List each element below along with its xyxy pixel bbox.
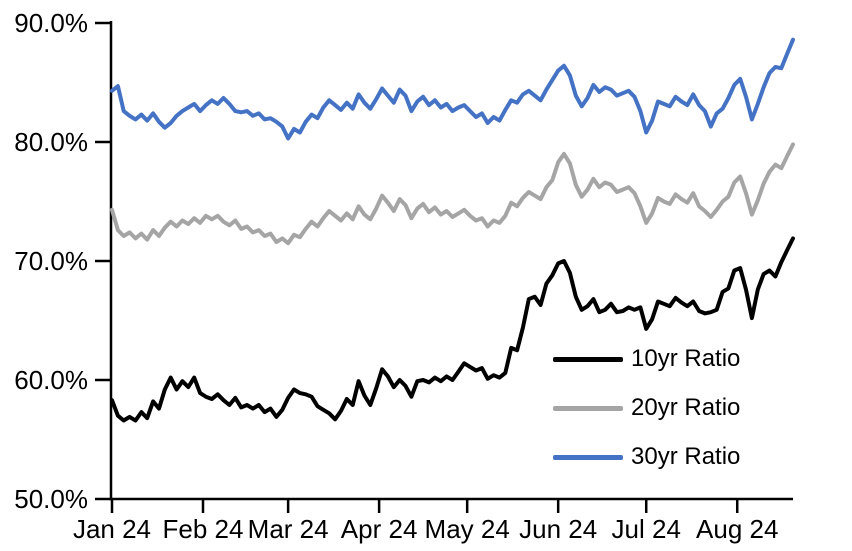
legend-label-30yr: 30yr Ratio bbox=[631, 443, 741, 470]
legend-item-10yr: 10yr Ratio bbox=[553, 338, 740, 380]
x-tick-label: Jul 24 bbox=[612, 514, 681, 544]
x-tick-label: Apr 24 bbox=[341, 514, 418, 544]
x-tick-label: Jun 24 bbox=[519, 514, 597, 544]
legend-line-10yr bbox=[553, 356, 623, 362]
legend-item-30yr: 30yr Ratio bbox=[553, 436, 740, 478]
y-tick-label: 50.0% bbox=[14, 484, 88, 514]
legend-line-30yr bbox=[553, 454, 623, 460]
x-tick-label: May 24 bbox=[425, 514, 510, 544]
y-tick-label: 70.0% bbox=[14, 246, 88, 276]
x-tick-label: Mar 24 bbox=[248, 514, 329, 544]
x-tick-label: Aug 24 bbox=[696, 514, 778, 544]
y-tick-label: 60.0% bbox=[14, 365, 88, 395]
legend-label-10yr: 10yr Ratio bbox=[631, 345, 741, 372]
y-tick-label: 80.0% bbox=[14, 127, 88, 157]
series-line-30yr-ratio bbox=[110, 37, 795, 141]
legend-line-20yr bbox=[553, 405, 623, 411]
legend-label-20yr: 20yr Ratio bbox=[631, 394, 741, 421]
legend: 10yr Ratio 20yr Ratio 30yr Ratio bbox=[553, 338, 740, 478]
series-line-10yr-ratio bbox=[110, 236, 795, 423]
y-tick-label: 90.0% bbox=[14, 8, 88, 38]
x-tick-label: Jan 24 bbox=[73, 514, 151, 544]
series-line-20yr-ratio bbox=[110, 142, 795, 246]
x-tick-label: Feb 24 bbox=[163, 514, 244, 544]
legend-item-20yr: 20yr Ratio bbox=[553, 387, 740, 429]
